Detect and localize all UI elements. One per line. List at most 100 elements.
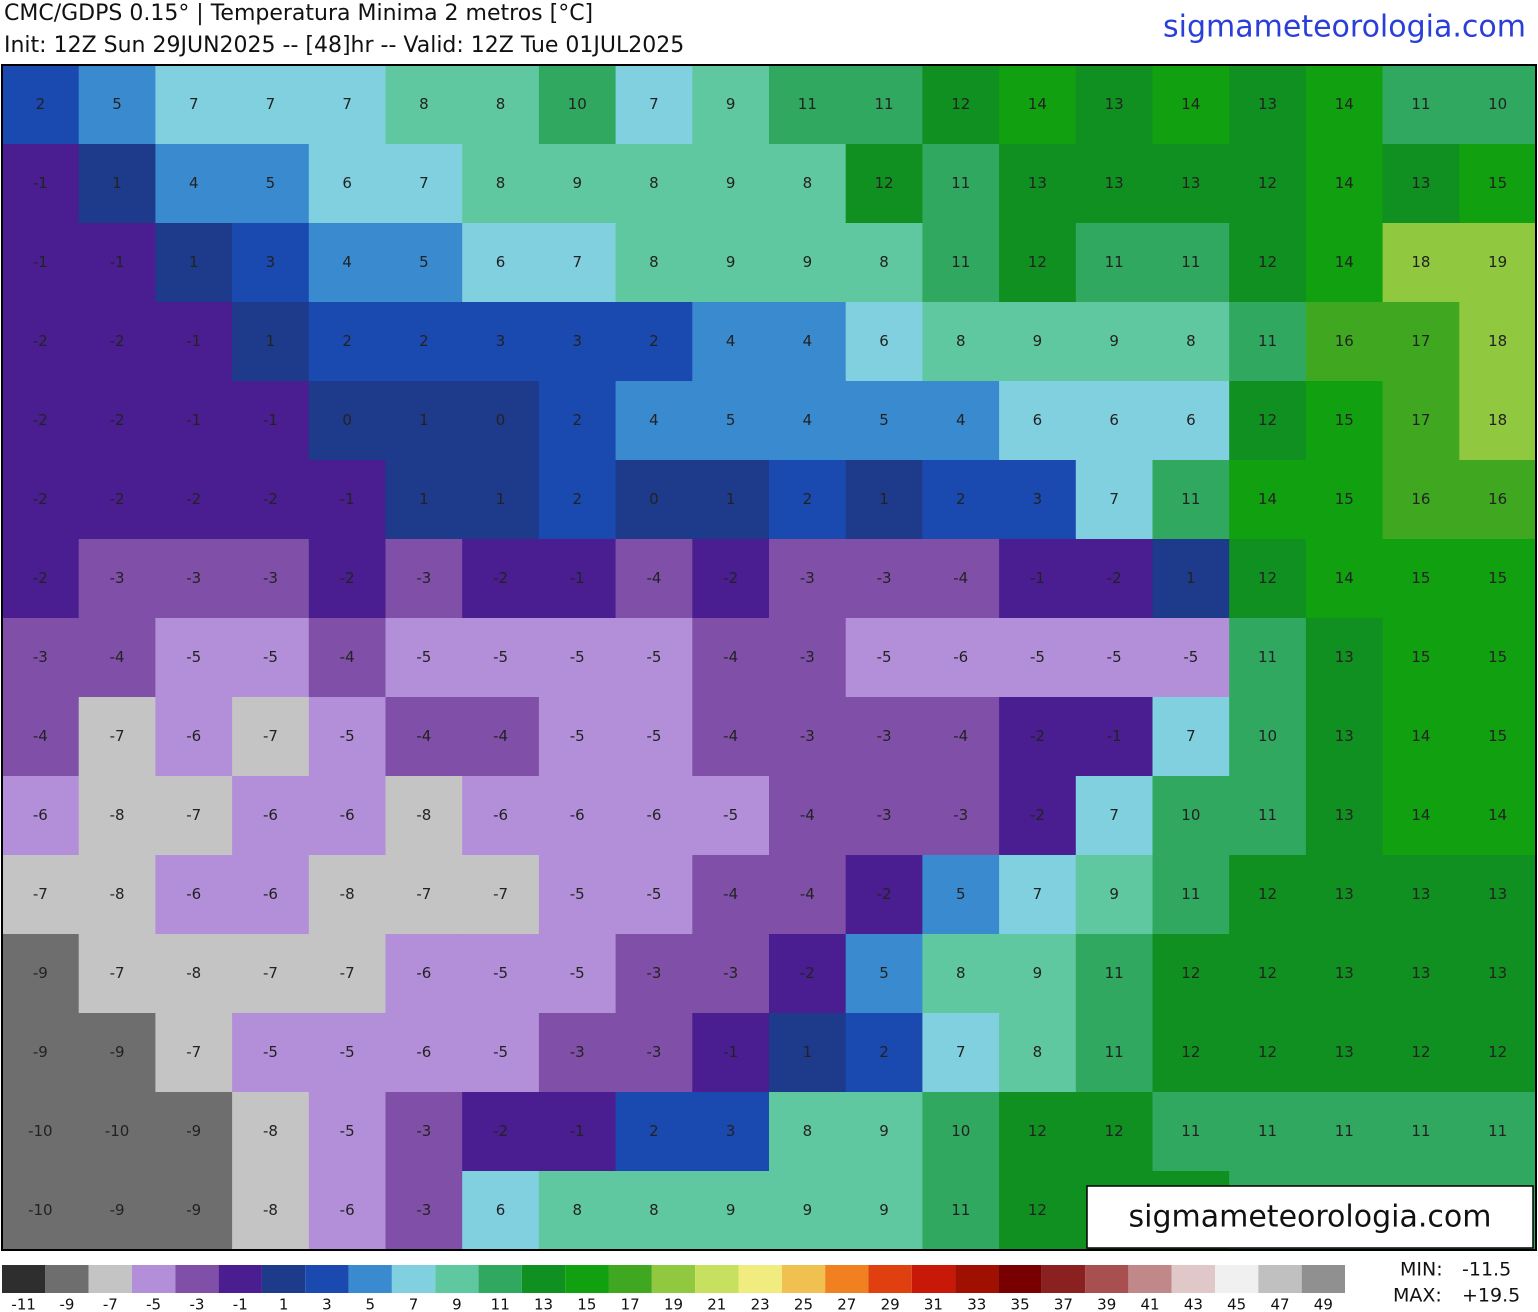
temp-cell <box>922 934 1000 1014</box>
temp-value: 13 <box>1411 964 1430 982</box>
temp-cell <box>1152 1092 1230 1172</box>
temp-cell <box>1229 65 1307 145</box>
temp-value: 8 <box>649 1201 659 1219</box>
temp-value: 1 <box>496 490 506 508</box>
temp-value: 3 <box>1033 490 1043 508</box>
temp-cell <box>232 855 310 935</box>
temp-value: -4 <box>953 569 968 587</box>
temp-cell <box>1075 697 1153 777</box>
temp-cell <box>692 697 770 777</box>
temp-value: -3 <box>877 569 892 587</box>
temp-cell <box>1152 223 1230 303</box>
temp-cell <box>1152 144 1230 224</box>
temp-cell <box>1459 1092 1537 1172</box>
colorbar-bin <box>955 1265 999 1293</box>
colorbar-label: -1 <box>233 1296 248 1312</box>
temp-value: -5 <box>263 1043 278 1061</box>
colorbar-label: 7 <box>409 1296 419 1312</box>
temp-cell <box>845 855 923 935</box>
temp-cell <box>462 855 540 935</box>
temp-value: 9 <box>1109 332 1119 350</box>
temp-value: 11 <box>1181 253 1200 271</box>
temp-cell <box>1305 1092 1384 1172</box>
temp-value: 2 <box>649 1122 659 1140</box>
temp-value: 2 <box>342 332 352 350</box>
temp-cell <box>385 223 463 303</box>
temp-cell <box>1152 1013 1230 1093</box>
colorbar-label: 41 <box>1141 1296 1160 1312</box>
temp-cell <box>999 302 1077 382</box>
map-area: 2 5 7 7 7 8 8 10 7 9 11 11 12 14 13 14 13 14 11 10-1 1 4 5 6 7 8 9… <box>2 65 1537 1251</box>
temp-value: 13 <box>1335 964 1354 982</box>
colorbar-bin <box>1085 1265 1129 1293</box>
temp-cell <box>999 855 1077 935</box>
temp-cell <box>232 65 310 145</box>
temp-cell <box>385 381 463 461</box>
temp-cell <box>462 618 540 698</box>
colorbar-bin <box>521 1265 566 1293</box>
temp-cell <box>1459 65 1537 145</box>
temp-cell <box>232 539 310 619</box>
temp-cell <box>1382 1013 1460 1093</box>
temp-cell <box>78 618 156 698</box>
temp-value: -5 <box>340 1122 355 1140</box>
temp-cell <box>1152 302 1230 382</box>
temp-value: 14 <box>1411 806 1430 824</box>
temp-value: 7 <box>1109 806 1119 824</box>
temp-cell <box>1075 381 1153 461</box>
temp-value: -5 <box>646 885 661 903</box>
temp-value: 11 <box>798 95 817 113</box>
temp-cell <box>462 144 540 224</box>
temp-cell <box>769 65 847 145</box>
temp-value: 0 <box>649 490 659 508</box>
temp-cell <box>385 1171 463 1251</box>
temp-value: -5 <box>570 648 585 666</box>
temp-value: 8 <box>1186 332 1196 350</box>
temp-value: 13 <box>1411 885 1430 903</box>
temp-value: -7 <box>33 885 48 903</box>
temp-cell <box>308 65 386 145</box>
temp-value: 12 <box>1488 1043 1507 1061</box>
temp-cell <box>155 1013 233 1093</box>
temp-cell <box>615 1092 693 1172</box>
temp-value: -2 <box>110 332 125 350</box>
temp-cell <box>385 302 463 382</box>
colorbar-bin <box>2 1265 46 1293</box>
temp-cell <box>78 381 156 461</box>
temp-value: 7 <box>649 95 659 113</box>
temp-cell <box>1229 381 1307 461</box>
temp-cell <box>999 618 1077 698</box>
temp-value: 2 <box>419 332 429 350</box>
temp-value: -3 <box>800 727 815 745</box>
colorbar-label: 47 <box>1270 1296 1289 1312</box>
temp-cell <box>769 539 847 619</box>
temp-value: 9 <box>879 1201 889 1219</box>
temp-value: 12 <box>875 174 894 192</box>
temp-value: 10 <box>568 95 587 113</box>
temp-value: -3 <box>723 964 738 982</box>
temp-cell <box>1152 855 1230 935</box>
temp-cell <box>155 697 233 777</box>
temp-value: -1 <box>723 1043 738 1061</box>
temp-cell <box>78 1171 156 1251</box>
temp-cell <box>1382 697 1460 777</box>
temp-cell <box>615 934 693 1014</box>
temp-value: 8 <box>572 1201 582 1219</box>
temp-cell <box>615 223 693 303</box>
temp-cell <box>922 539 1000 619</box>
temp-value: 13 <box>1335 727 1354 745</box>
temp-cell <box>615 1013 693 1093</box>
temp-cell <box>78 460 156 540</box>
temp-value: 1 <box>419 490 429 508</box>
temp-value: 8 <box>649 253 659 271</box>
temp-cell <box>615 539 693 619</box>
colorbar-label: 35 <box>1011 1296 1030 1312</box>
temp-cell <box>232 302 310 382</box>
temp-value: -6 <box>340 1201 355 1219</box>
temp-value: 13 <box>1411 174 1430 192</box>
temp-value: 5 <box>266 174 276 192</box>
temp-cell <box>1305 697 1384 777</box>
temp-value: 6 <box>496 253 506 271</box>
temp-cell <box>385 539 463 619</box>
colorbar-bin <box>738 1265 782 1293</box>
